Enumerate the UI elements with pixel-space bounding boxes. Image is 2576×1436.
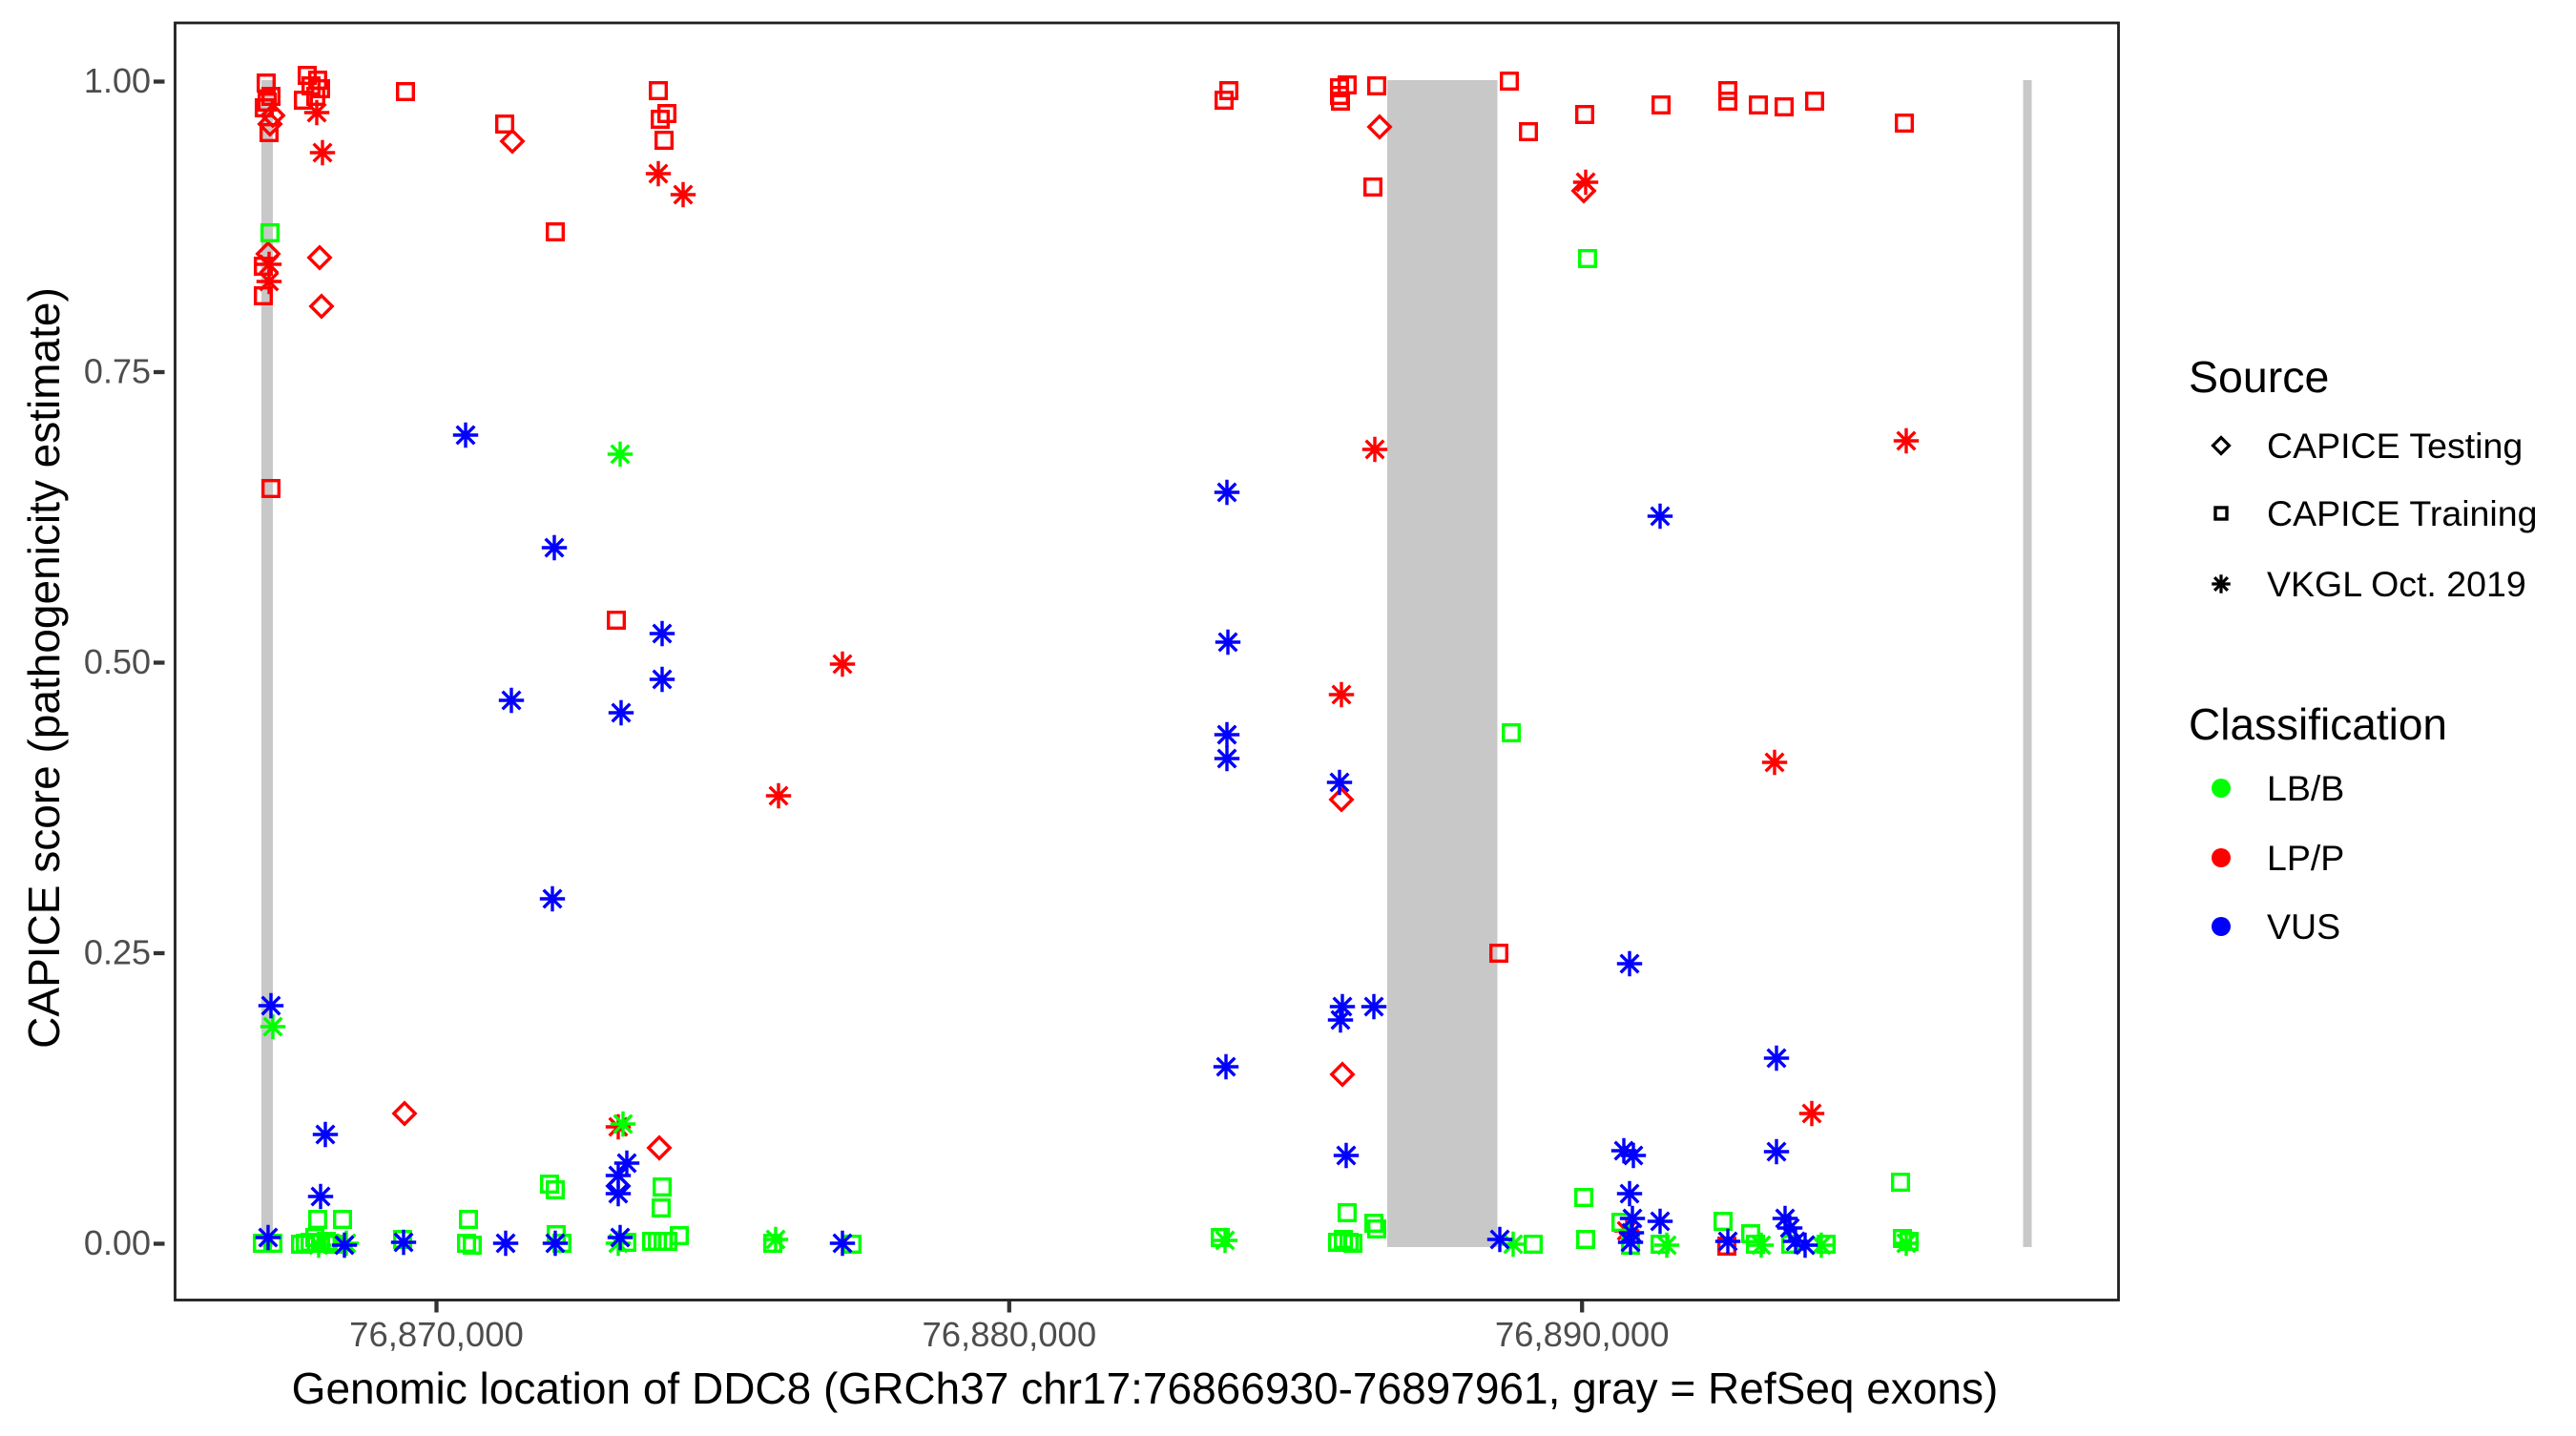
svg-text:76,880,000: 76,880,000 [922, 1315, 1096, 1354]
svg-text:VKGL Oct. 2019: VKGL Oct. 2019 [2267, 564, 2526, 604]
svg-text:Source: Source [2189, 352, 2329, 402]
svg-text:VUS: VUS [2267, 906, 2340, 947]
svg-text:LP/P: LP/P [2267, 838, 2344, 878]
svg-text:0.00: 0.00 [84, 1223, 151, 1262]
svg-text:Genomic location of DDC8 (GRCh: Genomic location of DDC8 (GRCh37 chr17:7… [292, 1363, 1999, 1413]
svg-text:0.50: 0.50 [84, 642, 151, 681]
svg-text:CAPICE Testing: CAPICE Testing [2267, 426, 2523, 466]
svg-text:LB/B: LB/B [2267, 768, 2344, 808]
svg-text:CAPICE Training: CAPICE Training [2267, 493, 2537, 533]
svg-text:76,870,000: 76,870,000 [349, 1315, 524, 1354]
svg-text:Classification: Classification [2189, 699, 2447, 749]
svg-text:1.00: 1.00 [84, 61, 151, 100]
svg-text:0.75: 0.75 [84, 352, 151, 391]
svg-text:CAPICE score (pathogenicity es: CAPICE score (pathogenicity estimate) [19, 287, 69, 1049]
svg-text:76,890,000: 76,890,000 [1495, 1315, 1670, 1354]
svg-text:0.25: 0.25 [84, 933, 151, 972]
